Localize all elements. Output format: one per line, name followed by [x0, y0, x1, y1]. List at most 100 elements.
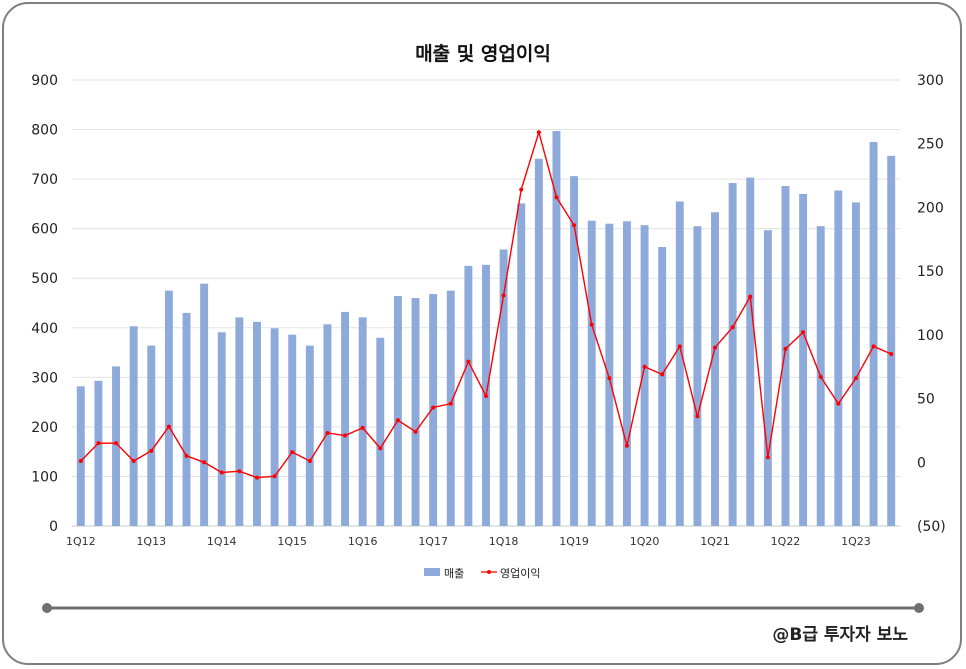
y-axis-left: 0 100 200 300 400 500 600 700 800 900	[31, 73, 58, 535]
bar-revenue	[217, 332, 226, 526]
point-operating-profit	[272, 474, 277, 479]
point-operating-profit	[395, 418, 400, 423]
bar-revenue	[605, 223, 614, 526]
bar-revenue	[164, 290, 173, 526]
point-operating-profit	[431, 405, 436, 410]
chart-title: 매출 및 영업이익	[415, 43, 551, 65]
bar-revenue	[552, 131, 561, 526]
point-operating-profit	[149, 448, 154, 453]
point-operating-profit	[184, 453, 189, 458]
bar-revenue	[446, 290, 455, 526]
bar-revenue	[640, 225, 649, 526]
point-operating-profit	[818, 374, 823, 379]
brand-watermark: @B급 투자자 보노	[772, 625, 908, 645]
point-operating-profit	[466, 359, 471, 364]
point-operating-profit	[343, 433, 348, 438]
bar-revenue	[887, 155, 896, 526]
x-tick-label: 1Q19	[559, 535, 589, 548]
bar-revenue	[288, 334, 297, 526]
point-operating-profit	[290, 450, 295, 455]
point-operating-profit	[131, 459, 136, 464]
bar-revenue	[869, 141, 878, 526]
y-left-tick-label: 100	[31, 469, 58, 485]
x-tick-label: 1Q17	[418, 535, 448, 548]
point-operating-profit	[114, 441, 119, 446]
point-operating-profit	[484, 394, 488, 399]
bar-revenue	[799, 193, 808, 526]
bar-revenue	[76, 386, 85, 526]
bar-revenue	[129, 326, 138, 526]
y-left-tick-label: 500	[31, 271, 58, 287]
bar-revenue	[411, 298, 420, 526]
point-operating-profit	[254, 475, 259, 480]
bar-series-revenue	[76, 131, 896, 527]
bar-revenue	[429, 294, 438, 526]
x-tick-label: 1Q14	[207, 535, 237, 548]
point-operating-profit	[677, 344, 682, 349]
point-operating-profit	[166, 424, 171, 429]
point-operating-profit	[642, 364, 647, 369]
bar-revenue	[270, 328, 279, 526]
x-axis: 1Q12 1Q13 1Q14 1Q15 1Q16 1Q17 1Q18 1Q19 1Q20 1Q21…	[66, 535, 871, 548]
point-operating-profit	[871, 344, 876, 349]
x-tick-label: 1Q18	[489, 535, 519, 548]
y-left-tick-label: 300	[31, 370, 58, 386]
y-right-tick-label: 100	[917, 328, 944, 344]
y-right-tick-label: 300	[917, 73, 944, 89]
y-right-tick-label: (50)	[917, 519, 946, 535]
legend-label-revenue: 매출	[444, 567, 464, 580]
legend-label-profit: 영업이익	[500, 567, 540, 580]
y-right-tick-label: 200	[917, 200, 944, 216]
bar-revenue	[323, 324, 332, 526]
point-operating-profit	[889, 351, 894, 356]
decorative-divider	[42, 603, 924, 613]
y-left-tick-label: 200	[31, 420, 58, 436]
bar-revenue	[182, 312, 191, 526]
point-operating-profit	[519, 187, 524, 192]
point-operating-profit	[695, 414, 700, 419]
point-operating-profit	[536, 130, 541, 135]
point-operating-profit	[237, 469, 242, 474]
x-tick-label: 1Q20	[630, 535, 660, 548]
bar-revenue	[235, 317, 244, 526]
point-operating-profit	[413, 429, 418, 434]
divider-right-dot	[914, 603, 924, 613]
y-left-tick-label: 600	[31, 222, 58, 238]
bar-revenue	[693, 226, 702, 526]
point-operating-profit	[202, 460, 207, 465]
y-right-tick-label: 250	[917, 137, 944, 153]
point-operating-profit	[853, 376, 858, 381]
bar-revenue	[834, 190, 843, 526]
x-tick-label: 1Q21	[700, 535, 730, 548]
legend-swatch-profit-marker	[487, 570, 491, 574]
y-left-tick-label: 900	[31, 73, 58, 89]
bar-revenue	[658, 247, 667, 526]
point-operating-profit	[765, 455, 770, 460]
point-operating-profit	[448, 401, 453, 406]
x-tick-label: 1Q23	[841, 535, 871, 548]
legend-swatch-revenue	[424, 568, 440, 576]
y-left-tick-label: 400	[31, 321, 58, 337]
bar-revenue	[358, 317, 367, 526]
x-tick-label: 1Q22	[771, 535, 801, 548]
bar-revenue	[200, 283, 209, 526]
bar-revenue	[570, 176, 579, 527]
bar-revenue	[253, 321, 261, 526]
point-operating-profit	[325, 430, 330, 435]
y-right-tick-label: 150	[917, 264, 944, 280]
y-axis-right: (50) 0 50 100 150 200 250 300	[917, 73, 946, 535]
bar-revenue	[517, 203, 526, 527]
point-operating-profit	[378, 446, 383, 451]
gridlines	[72, 79, 900, 527]
point-operating-profit	[713, 345, 718, 350]
bar-revenue	[746, 177, 755, 526]
x-tick-label: 1Q12	[66, 535, 96, 548]
point-operating-profit	[307, 459, 312, 464]
point-operating-profit	[730, 325, 735, 330]
point-operating-profit	[219, 470, 224, 475]
y-left-tick-label: 800	[31, 123, 58, 139]
bar-revenue	[376, 337, 385, 526]
point-operating-profit	[554, 195, 559, 200]
point-operating-profit	[624, 443, 629, 448]
